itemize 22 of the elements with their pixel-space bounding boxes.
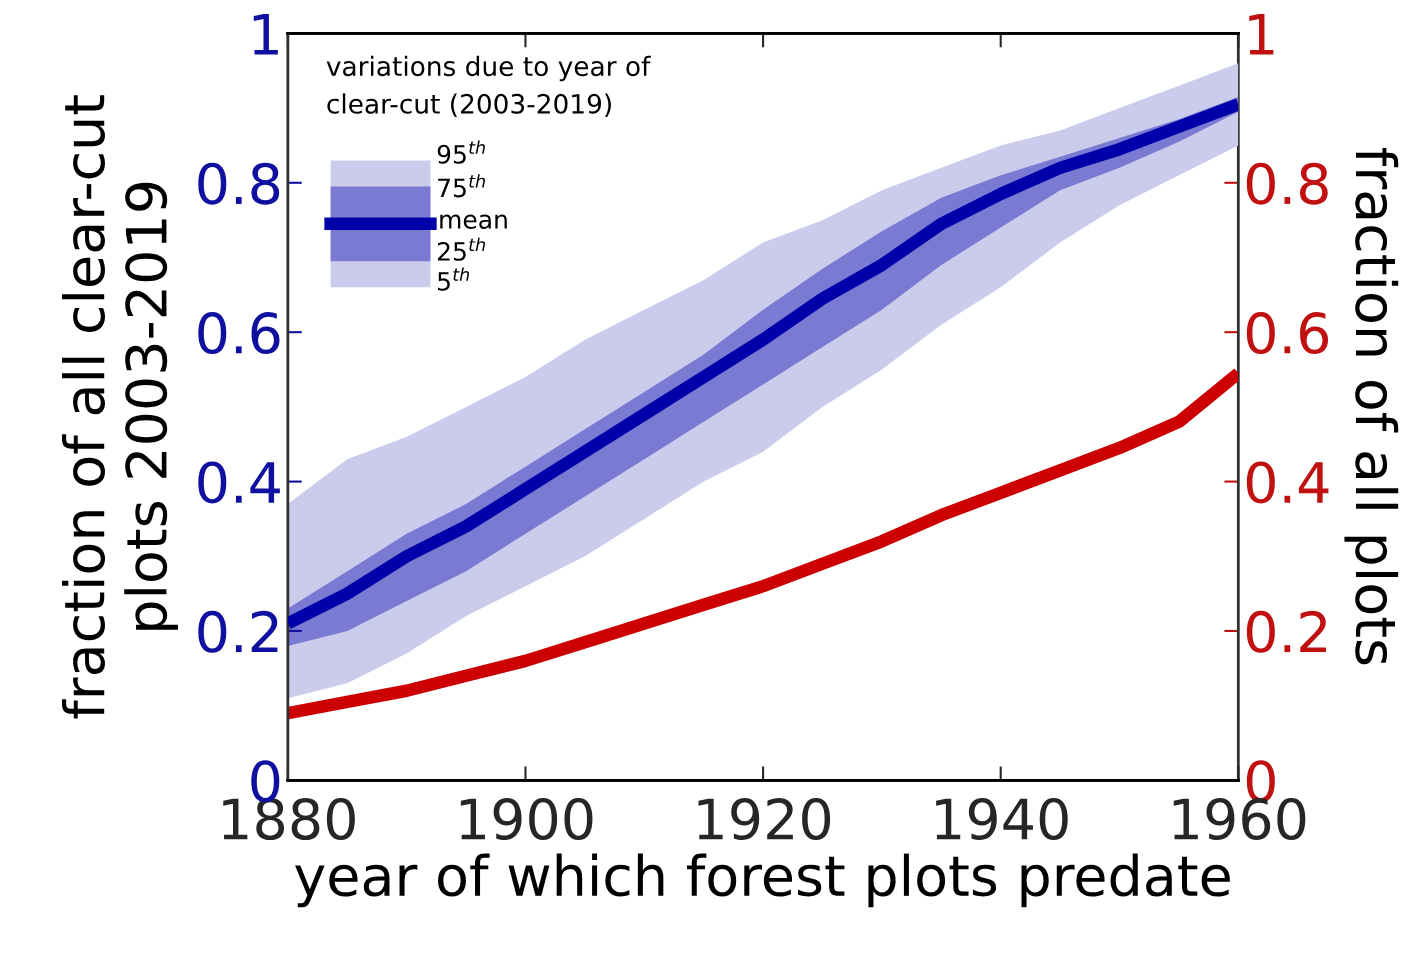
y-axis-title: fraction of all clear-cut plots 2003-2019 bbox=[61, 95, 178, 719]
x-tick-label: 1920 bbox=[698, 798, 831, 841]
y-tick-label: 0.8 bbox=[198, 162, 280, 205]
x-tick-label: 1940 bbox=[936, 798, 1068, 841]
y-tick-label: 0.2 bbox=[198, 610, 278, 653]
annotation: 5$^{th}$ bbox=[438, 267, 470, 291]
y2-tick-label: 0.4 bbox=[1246, 461, 1329, 504]
y2-tick-label: 1 bbox=[1249, 13, 1274, 55]
y-tick-label: 0.6 bbox=[198, 312, 280, 355]
x-axis-title: year of which forest plots predate bbox=[295, 853, 1230, 908]
y-tick-label: 0.4 bbox=[198, 461, 280, 504]
x-tick-label: 1900 bbox=[460, 798, 593, 841]
legend-label: mean bbox=[440, 214, 507, 229]
y2-axis-title: fraction of all plots bbox=[1344, 148, 1399, 665]
y2-tick-label: 0.6 bbox=[1246, 312, 1329, 355]
legend-title: variations due to year of clear-cut (2003-2019) bbox=[326, 55, 651, 117]
y-tick-label: 1 bbox=[253, 13, 278, 55]
y2-tick-label: 0.2 bbox=[1246, 610, 1326, 653]
y2-tick-label: 0.8 bbox=[1246, 162, 1328, 205]
annotation: 95$^{th}$ bbox=[437, 140, 485, 164]
annotation: 75$^{th}$ bbox=[438, 174, 485, 198]
annotation: 25$^{th}$ bbox=[437, 237, 485, 261]
